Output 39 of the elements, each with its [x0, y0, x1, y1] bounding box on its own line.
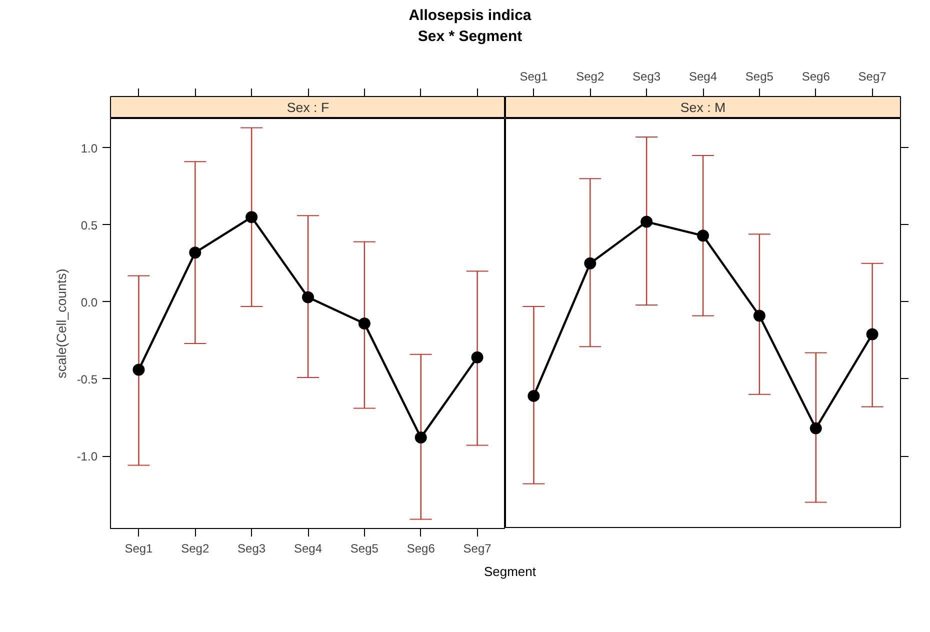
point — [866, 328, 878, 340]
x-tick-label: Seg4 — [688, 70, 718, 84]
y-tick-label: 0.0 — [80, 295, 98, 310]
point — [471, 351, 484, 364]
point — [132, 364, 145, 376]
y-tick-label: -0.5 — [76, 372, 98, 386]
x-tick-label: Seg1 — [124, 542, 154, 556]
x-axis-title: Segment — [482, 563, 538, 581]
point — [246, 211, 258, 224]
chart-subtitle: Sex * Segment — [418, 28, 522, 46]
chart-title: Allosepsis indica — [408, 7, 532, 24]
x-tick-label: Seg5 — [745, 70, 774, 84]
point — [810, 422, 822, 434]
point — [414, 432, 427, 444]
point — [528, 390, 540, 402]
point — [358, 318, 370, 330]
y-tick-label: 0.5 — [80, 218, 98, 232]
x-tick-label: Seg1 — [520, 70, 548, 84]
point — [584, 257, 596, 270]
x-tick-label: Seg7 — [463, 542, 492, 556]
x-tick-label: Seg4 — [294, 542, 322, 556]
y-tick-label: 1.0 — [80, 141, 98, 156]
point — [302, 291, 314, 304]
point — [753, 310, 766, 322]
x-tick-label: Seg2 — [576, 70, 604, 84]
x-tick-label: Seg6 — [802, 70, 830, 84]
x-tick-label: Seg6 — [406, 542, 436, 556]
x-tick-label: Seg7 — [858, 70, 887, 84]
text: Sex : M — [680, 100, 726, 115]
point — [189, 246, 202, 259]
y-axis-title: scale(Cell_counts) — [54, 268, 69, 378]
x-tick-label: Seg3 — [238, 542, 266, 556]
point — [697, 230, 709, 242]
x-tick-label: Seg2 — [181, 542, 210, 556]
y-tick-label: -1.0 — [76, 450, 98, 464]
x-tick-label: Seg5 — [350, 542, 379, 556]
text: Sex : F — [286, 100, 330, 115]
x-tick-label: Seg3 — [632, 70, 661, 84]
point — [640, 216, 653, 228]
